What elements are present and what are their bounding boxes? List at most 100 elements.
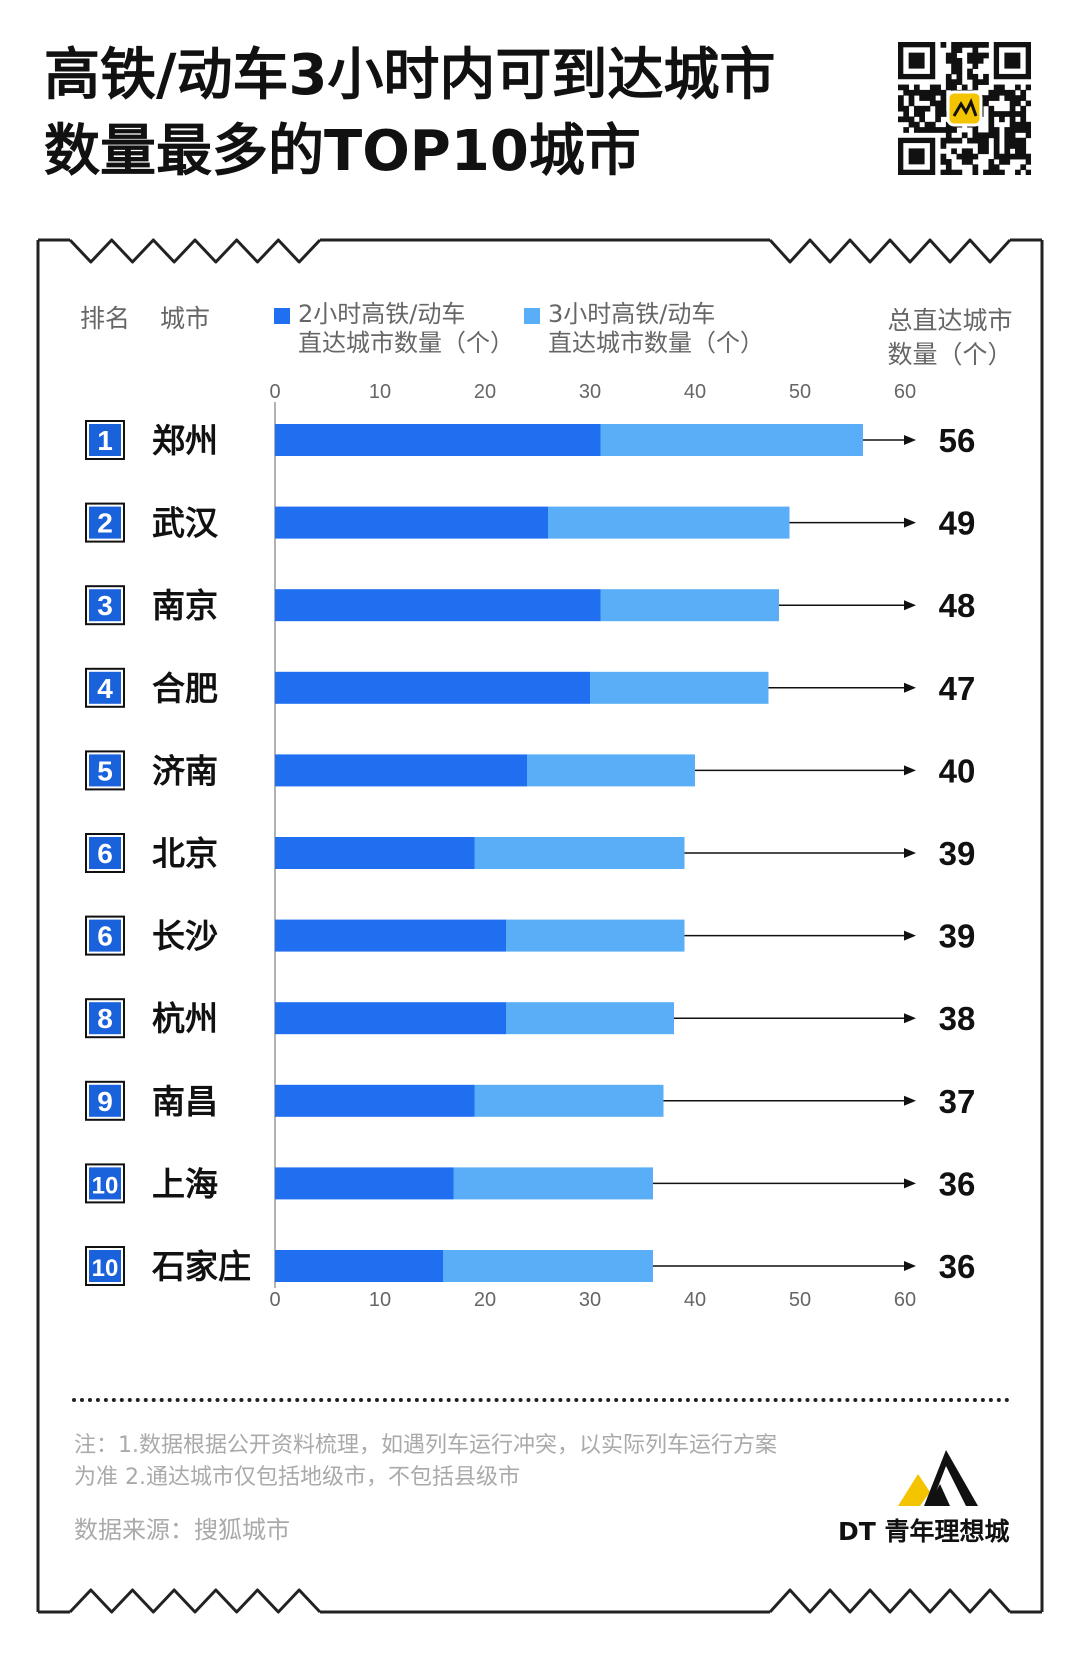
city-label: 石家庄 [151,1247,251,1286]
total-value: 37 [939,1083,976,1120]
city-label: 上海 [152,1164,218,1203]
x-tick-label-top: 60 [894,381,916,403]
total-arrow-head [904,1013,916,1024]
x-tick-label-bottom: 60 [894,1289,916,1311]
brand-logo-icon [898,1450,978,1506]
city-label: 长沙 [152,917,218,956]
total-value: 49 [939,505,976,542]
bar-2h [275,424,601,456]
data-source: 数据来源：搜狐城市 [74,1516,290,1544]
total-arrow-head [904,765,916,776]
x-tick-label-bottom: 30 [579,1289,601,1311]
legend-swatch-3h [524,308,540,324]
x-tick-label-bottom: 10 [369,1289,391,1311]
total-arrow-head [904,1261,916,1271]
rank-badge [89,424,121,456]
bar-2h [275,1002,506,1035]
frame-top-zigzag-right [768,238,1012,264]
city-label: 济南 [152,751,218,790]
legend-2h-line2: 直达城市数量（个） [298,329,514,357]
total-value: 48 [939,587,976,624]
total-value: 36 [939,1248,976,1285]
rank-badge [89,919,121,952]
bar-3h [506,919,685,952]
x-tick-label-top: 40 [684,381,706,403]
city-label: 杭州 [152,999,218,1038]
city-label: 武汉 [152,504,219,543]
bar-2h [275,754,527,787]
total-header-line1: 总直达城市 [887,306,1013,335]
rank-badge [89,754,121,787]
rank-badge [89,1084,121,1117]
bar-2h [275,919,506,952]
rank-number: 6 [97,921,113,952]
title-line-1: 高铁/动车3小时内可到达城市 [44,43,776,108]
total-value: 38 [939,1000,976,1037]
rank-number: 8 [97,1003,113,1034]
bar-3h [548,506,790,539]
x-tick-label-top: 20 [474,381,496,403]
page-title: 高铁/动车3小时内可到达城市 数量最多的TOP10城市 [44,38,775,190]
total-arrow-head [904,1095,916,1106]
rank-badge [89,1002,121,1035]
total-value: 40 [939,752,976,789]
title-line-2: 数量最多的TOP10城市 [44,119,641,184]
bar-2h [275,589,601,622]
bar-3h [506,1002,674,1035]
frame-bottom-zigzag-left [68,1588,322,1614]
city-label: 合肥 [152,669,218,708]
brand-name: DT 青年理想城 [838,1517,1010,1546]
rank-header: 排名 [80,304,131,333]
bar-2h [275,506,548,539]
city-label: 南京 [152,586,218,625]
rank-number: 6 [97,838,113,869]
total-arrow-head [904,848,916,858]
bar-3h [600,589,779,622]
total-arrow-head [904,517,916,528]
x-tick-label-top: 50 [789,381,811,403]
dotted-divider [72,1398,1010,1402]
total-value: 47 [939,670,976,707]
legend-3h-line1: 3小时高铁/动车 [548,300,716,328]
city-label: 郑州 [152,421,218,460]
total-arrow-head [904,682,916,693]
footnote-line2: 为准 2.通达城市仅包括地级市，不包括县级市 [74,1465,520,1490]
city-label: 北京 [152,834,218,873]
x-tick-label-bottom: 50 [789,1289,811,1311]
bar-3h [443,1250,653,1282]
rank-number: 10 [92,1255,119,1282]
rank-number: 9 [97,1086,113,1117]
city-label: 南昌 [152,1082,218,1121]
x-tick-label-top: 30 [579,381,601,403]
bar-2h [275,1084,475,1117]
rank-number: 4 [97,673,113,704]
total-header-line2: 数量（个） [887,340,1013,369]
x-tick-label-bottom: 20 [474,1289,496,1311]
rank-badge [89,671,121,704]
footnote-line1: 注：1.数据根据公开资料梳理，如遇列车运行冲突，以实际列车运行方案 [74,1433,777,1458]
bar-3h [474,837,685,869]
total-value: 39 [939,835,976,872]
rank-number: 2 [97,508,113,539]
x-tick-label-top: 10 [369,381,391,403]
bar-3h [474,1084,664,1117]
legend-swatch-2h [274,308,290,324]
x-tick-label-top: 0 [269,381,280,403]
rank-badge [89,837,121,869]
total-header: 总直达城市 数量（个） [872,304,1028,372]
city-header: 城市 [160,304,211,333]
rank-badge [89,589,121,622]
rank-badge [89,1167,121,1200]
frame-bottom-zigzag-right [768,1588,1012,1614]
legend-3h-line2: 直达城市数量（个） [548,329,764,357]
bar-3h [527,754,695,787]
x-tick-label-bottom: 40 [684,1289,706,1311]
total-arrow-head [904,1178,916,1189]
bar-3h [590,671,769,704]
footnote: 注：1.数据根据公开资料梳理，如遇列车运行冲突，以实际列车运行方案 为准 2.通… [74,1430,904,1494]
total-arrow-head [904,435,916,445]
rank-number: 5 [97,755,113,786]
bar-2h [275,837,475,869]
